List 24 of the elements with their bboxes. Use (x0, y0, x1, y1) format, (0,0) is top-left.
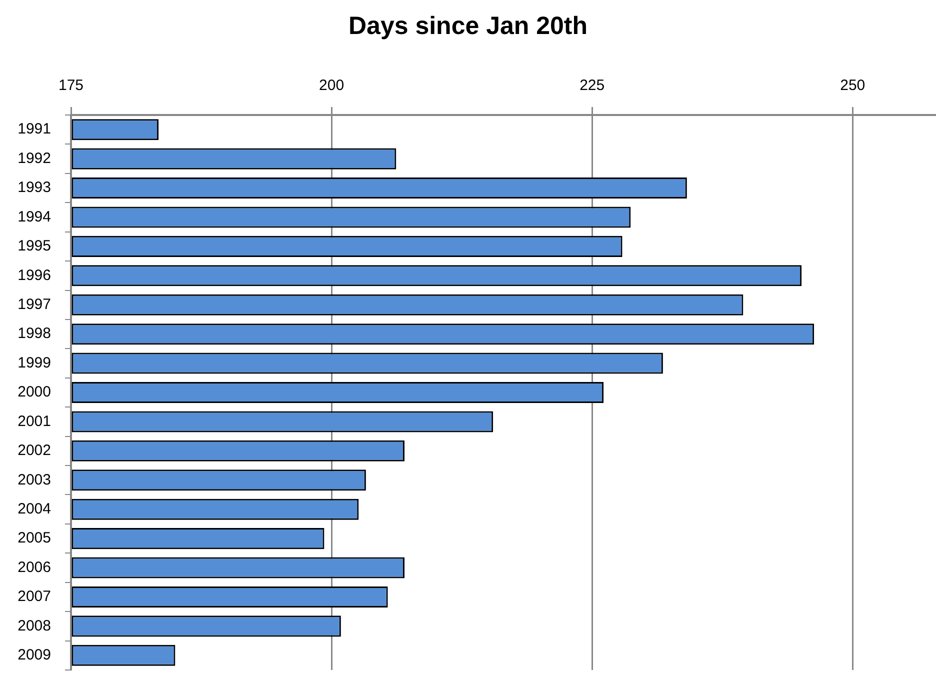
y-tick-label: 2006 (18, 558, 51, 576)
y-tick-label: 1999 (18, 354, 51, 372)
x-tick-label: 225 (580, 77, 605, 94)
x-tick-label: 250 (840, 77, 866, 94)
y-tick-label: 2003 (18, 471, 51, 488)
y-tick-label: 1994 (18, 208, 51, 226)
y-tick-label: 2004 (18, 500, 51, 518)
y-tick-label: 2009 (18, 646, 51, 664)
y-tick-label: 2008 (18, 617, 51, 634)
y-tick-label: 2002 (18, 442, 51, 460)
y-tick-label: 1996 (18, 266, 51, 284)
chart-title: Days since Jan 20th (347, 12, 588, 41)
y-tick-label: 2007 (18, 588, 51, 606)
y-tick-label: 1991 (18, 120, 51, 138)
y-tick-label: 1993 (18, 179, 51, 196)
y-tick-label: 1995 (18, 238, 51, 255)
y-tick-label: 1997 (18, 296, 51, 314)
x-tick-label: 175 (58, 77, 84, 94)
y-tick-label: 2000 (18, 384, 51, 401)
x-tick-label: 200 (319, 77, 344, 94)
y-tick-label: 1992 (18, 150, 51, 167)
y-tick-label: 2001 (18, 412, 51, 430)
y-tick-label: 2005 (18, 530, 51, 547)
y-tick-label: 1998 (18, 325, 51, 342)
